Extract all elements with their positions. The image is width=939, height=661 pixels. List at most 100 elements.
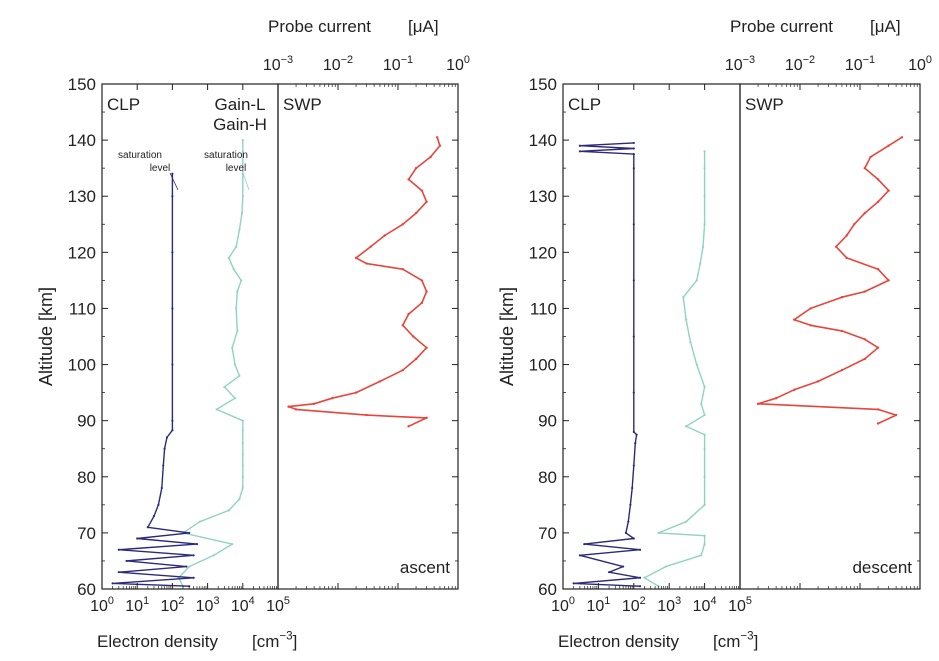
top-axis-label: Probe current [268,17,371,36]
data-point-gain-h-7 [583,543,586,546]
data-point-swp-10 [414,357,418,361]
y-tick-label: 150 [68,75,96,94]
y-tick-label: 90 [538,412,557,431]
data-point-swp-12 [412,335,415,338]
data-point-swp-28 [869,155,872,159]
data-point-gain-h-24 [632,147,635,150]
data-point-gain-h-17 [632,391,635,394]
data-point-gain-l-30 [240,211,244,215]
data-point-gain-h-10 [188,531,191,534]
x-tick-label-top: 10−2 [323,54,353,74]
data-point-gain-h-15 [162,464,165,467]
series-line-swp [757,136,903,425]
data-point-gain-l-28 [235,245,238,248]
x-tick-label-top: 100 [908,54,932,74]
series-line-gain-l [643,151,706,587]
top-axis-label: Probe current [730,17,833,36]
x-tick-label-top: 100 [446,54,470,74]
data-point-gain-h-18 [171,429,174,432]
data-point-gain-h-12 [152,514,156,518]
data-point-swp-31 [435,136,439,139]
data-point-swp-0 [407,425,410,428]
data-point-swp-13 [401,324,404,327]
data-point-gain-h-1 [572,582,575,585]
y-tick-label: 130 [529,187,557,206]
panel-ascent: 60 70 80 90 100 110 120 130 140 150 Altitude [km] 1… [36,17,470,651]
data-point-gain-h-1 [111,582,114,585]
x-tick-label-top: 10−3 [725,54,755,74]
data-point-gain-l-33 [241,150,244,153]
data-point-swp-14 [407,312,410,316]
data-point-gain-l-10 [703,447,706,450]
data-point-swp-27 [863,166,866,170]
data-point-gain-l-4 [231,543,234,546]
saturation-annotations: saturation level saturation level [118,150,250,191]
y-tick-label: 100 [68,356,96,375]
data-point-gain-l-12 [241,453,244,456]
y-tick-label: 70 [77,524,96,543]
data-point-swp-14 [809,307,812,310]
data-point-gain-l-31 [241,195,244,198]
data-point-gain-h-9 [136,537,139,540]
data-point-gain-h-6 [638,548,642,551]
x-tick-label: 104 [693,595,717,615]
data-point-swp-1 [425,416,428,420]
data-point-swp-15 [840,296,844,299]
data-point-gain-h-4 [622,565,625,568]
data-point-gain-l-18 [684,318,688,321]
data-point-gain-l-3 [700,554,703,557]
data-point-gain-h-14 [634,442,637,445]
data-point-gain-h-26 [632,141,635,145]
data-point-swp-21 [845,234,848,237]
swp-label: SWP [745,95,784,114]
data-point-gain-l-21 [231,346,234,349]
saturation-pointer-h [169,172,179,191]
x-tick-label-top: 10−2 [785,54,815,74]
data-point-swp-10 [863,338,866,341]
data-point-gain-l-1 [643,576,646,579]
series-gain-l [643,150,706,588]
data-point-gain-h-19 [632,279,635,282]
x-tick-label: 101 [125,595,149,615]
clp-label: CLP [568,95,601,114]
data-point-gain-l-25 [703,167,706,170]
data-point-gain-l-8 [703,503,706,506]
data-point-gain-l-22 [701,245,705,248]
data-point-gain-l-26 [703,150,706,153]
data-point-gain-h-23 [578,150,581,153]
y-tick-label: 60 [77,580,96,599]
data-point-swp-26 [420,189,424,192]
data-point-swp-29 [887,144,890,147]
data-point-gain-l-10 [241,475,244,478]
data-point-gain-h-5 [578,554,581,557]
data-point-swp-9 [876,346,880,349]
y-tick-label: 140 [529,131,557,150]
y-tick-label: 80 [77,468,96,487]
data-point-gain-h-11 [146,526,149,529]
saturation-label-h: level [150,163,171,174]
series-line-swp [287,137,441,428]
data-point-gain-l-13 [703,413,706,417]
top-axis-unit: [μA] [870,17,901,36]
data-point-gain-h-18 [632,335,635,338]
data-point-gain-h-15 [635,433,638,436]
series-gain-h [111,172,199,588]
data-point-gain-l-7 [227,509,230,512]
data-point-swp-2 [365,413,368,417]
data-point-gain-h-22 [171,251,174,254]
data-point-gain-h-2 [638,576,642,579]
y-tick-label: 110 [530,299,557,318]
x-tick-label: 105 [266,595,290,615]
data-point-swp-17 [420,279,424,282]
y-tick-label: 130 [68,187,96,206]
data-point-gain-h-21 [171,307,174,310]
x-tick-label: 104 [231,595,255,615]
x-tick-label: 102 [160,595,184,615]
y-tick-label: 100 [529,356,557,375]
data-point-gain-l-6 [198,520,201,523]
data-point-swp-4 [287,405,290,408]
data-point-gain-l-17 [233,397,237,400]
data-point-gain-h-4 [185,565,188,568]
data-point-gain-l-34 [241,139,244,142]
